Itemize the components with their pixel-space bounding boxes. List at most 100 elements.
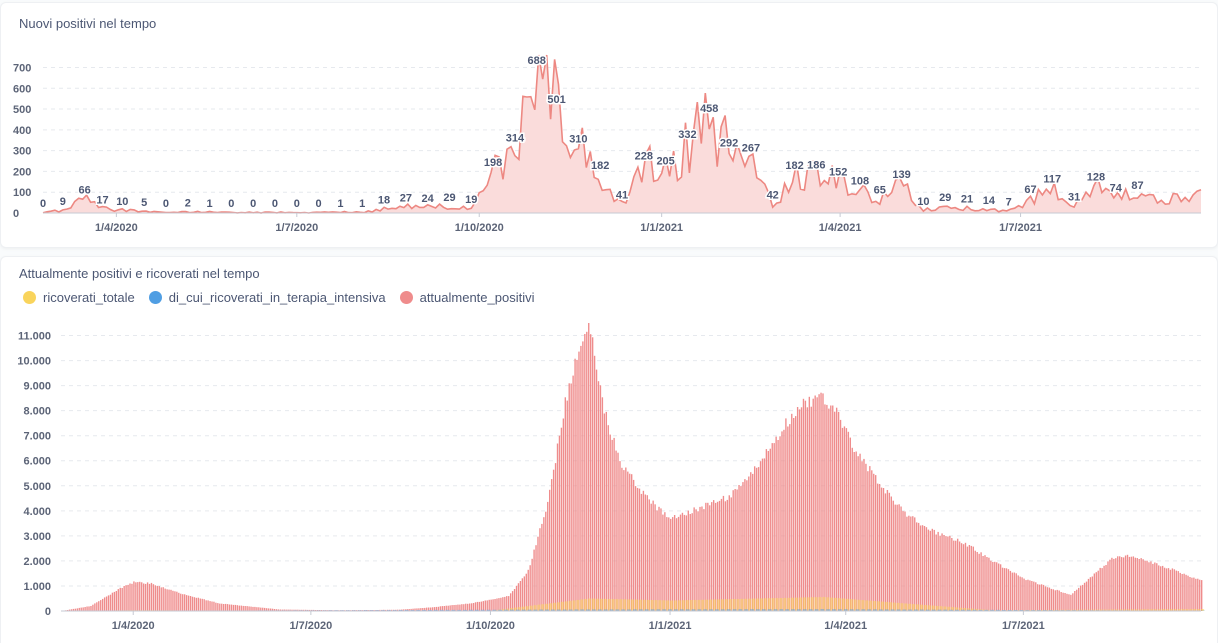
bar: [643, 600, 646, 611]
data-label: 2: [185, 198, 191, 210]
bar: [785, 418, 786, 611]
bar: [143, 584, 144, 612]
bar: [750, 472, 751, 611]
bar: [1014, 573, 1015, 612]
bar: [729, 599, 732, 611]
bar: [850, 438, 851, 611]
bar: [984, 555, 985, 611]
bar: [250, 607, 251, 611]
bar: [569, 601, 572, 611]
data-label: 74: [1110, 183, 1123, 195]
bar: [116, 591, 117, 611]
bar: [768, 451, 769, 611]
y-tick-label: 2.000: [23, 556, 51, 568]
bar: [809, 397, 810, 611]
bar: [988, 558, 989, 611]
data-label: 198: [484, 157, 502, 169]
bar: [1070, 595, 1071, 611]
bar: [477, 602, 478, 611]
bar: [975, 551, 976, 611]
bar: [604, 599, 607, 611]
bar: [865, 464, 866, 611]
bar: [1053, 589, 1054, 611]
bar: [1037, 584, 1038, 611]
bar: [842, 599, 845, 612]
bar: [94, 603, 95, 611]
bar: [1101, 568, 1102, 611]
data-label: 228: [635, 151, 653, 163]
bar: [200, 599, 201, 612]
bar: [774, 443, 775, 611]
bar: [811, 407, 812, 611]
bar: [1156, 563, 1157, 611]
bar: [668, 517, 669, 611]
bar: [149, 584, 150, 611]
bar: [82, 607, 83, 611]
data-label: 0: [163, 198, 169, 210]
bar: [580, 599, 583, 611]
bar: [221, 604, 222, 611]
bar: [936, 535, 937, 612]
bar: [838, 598, 841, 611]
bar: [1074, 591, 1075, 611]
bar: [1045, 586, 1046, 611]
bar: [576, 360, 577, 611]
bar: [1193, 578, 1194, 611]
bar: [836, 408, 837, 611]
bar: [516, 586, 517, 611]
bar: [690, 514, 691, 611]
bar: [1041, 584, 1042, 611]
bar: [1139, 559, 1140, 611]
bar: [1142, 559, 1143, 611]
data-label: 41: [616, 189, 628, 201]
bar: [690, 600, 693, 611]
bar: [231, 605, 232, 611]
bar: [623, 599, 626, 611]
bar: [947, 537, 948, 612]
bar: [608, 599, 611, 611]
bar: [1090, 577, 1091, 611]
data-label: 139: [892, 169, 910, 181]
bar: [1016, 573, 1017, 611]
bar: [81, 608, 82, 611]
bar: [1092, 577, 1093, 612]
bar: [637, 488, 638, 611]
bar: [725, 501, 726, 611]
bar: [768, 598, 771, 611]
y-tick-label: 7.000: [23, 431, 51, 443]
bar: [1166, 568, 1167, 611]
bar: [627, 472, 628, 611]
bar: [541, 524, 542, 611]
bar: [1158, 565, 1159, 611]
x-tick-label: 1/7/2021: [999, 222, 1042, 234]
bar: [752, 599, 755, 611]
data-label: 688: [528, 55, 546, 67]
bar: [898, 504, 899, 611]
data-label: 66: [79, 184, 91, 196]
bar: [992, 562, 993, 611]
data-label: 21: [961, 194, 973, 206]
bar: [914, 517, 915, 611]
bar: [740, 599, 743, 611]
x-tick-label: 1/10/2020: [466, 620, 515, 632]
bar: [569, 383, 570, 611]
data-label: 29: [939, 192, 951, 204]
bar: [135, 582, 136, 611]
x-tick-label: 1/4/2021: [824, 620, 867, 632]
bar: [244, 606, 245, 611]
x-tick-label: 1/4/2020: [112, 620, 155, 632]
bar: [100, 600, 101, 611]
bar: [502, 597, 503, 611]
bar: [881, 488, 882, 611]
bar: [1000, 564, 1001, 611]
bar: [90, 606, 91, 611]
bar: [826, 597, 829, 611]
bar: [137, 582, 138, 611]
x-tick-label: 1/7/2020: [289, 620, 332, 632]
bar: [645, 495, 646, 612]
bars-attualmente-positivi: [63, 323, 1202, 611]
bar: [631, 474, 632, 611]
bar: [615, 451, 616, 611]
data-label: 0: [272, 198, 278, 210]
